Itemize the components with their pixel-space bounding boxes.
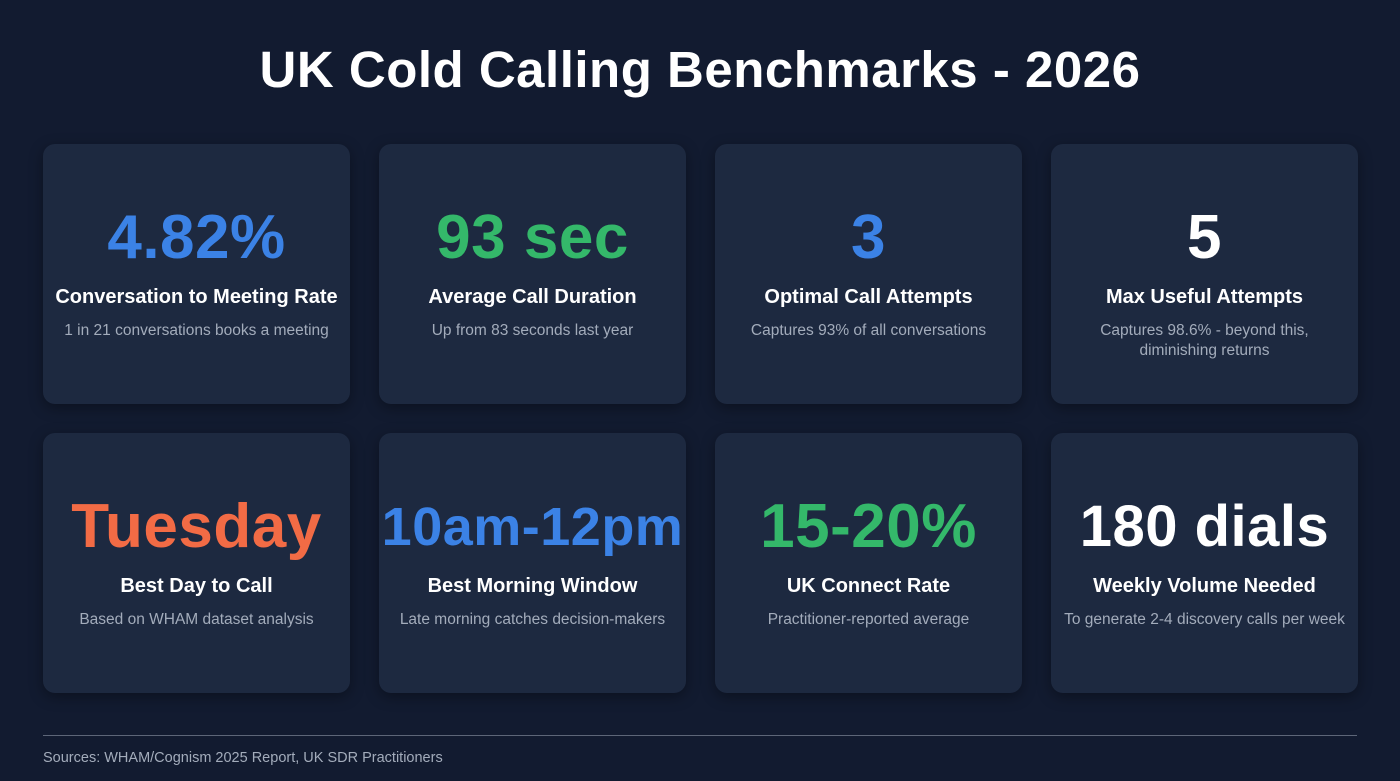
card-description: To generate 2-4 discovery calls per week (1064, 611, 1345, 628)
card-best-day-to-call: Tuesday Best Day to Call Based on WHAM d… (43, 433, 350, 693)
card-value: 93 sec (436, 203, 629, 272)
card-value: 10am-12pm (381, 497, 684, 557)
card-value: 5 (1187, 203, 1222, 272)
page-title: UK Cold Calling Benchmarks - 2026 (259, 41, 1141, 98)
card-value: 4.82% (107, 203, 286, 272)
card-uk-connect-rate: 15-20% UK Connect Rate Practitioner-repo… (715, 433, 1022, 693)
benchmark-grid: 4.82% Conversation to Meeting Rate 1 in … (43, 144, 1358, 693)
card-description: 1 in 21 conversations books a meeting (64, 322, 329, 339)
card-description: Captures 98.6% - beyond this, diminishin… (1100, 322, 1309, 359)
card-optimal-call-attempts: 3 Optimal Call Attempts Captures 93% of … (715, 144, 1022, 404)
card-best-morning-window: 10am-12pm Best Morning Window Late morni… (379, 433, 686, 693)
card-description: Captures 93% of all conversations (750, 322, 987, 339)
card-conversation-to-meeting-rate: 4.82% Conversation to Meeting Rate 1 in … (43, 144, 350, 404)
card-average-call-duration: 93 sec Average Call Duration Up from 83 … (379, 144, 686, 404)
card-label: Average Call Duration (428, 286, 637, 308)
card-label: UK Connect Rate (786, 575, 951, 597)
card-value: 3 (851, 203, 886, 272)
sources-note: Sources: WHAM/Cognism 2025 Report, UK SD… (43, 750, 443, 766)
card-label: Max Useful Attempts (1105, 286, 1304, 308)
card-description: Up from 83 seconds last year (431, 322, 634, 339)
card-label: Best Day to Call (120, 575, 273, 597)
card-label: Weekly Volume Needed (1093, 575, 1316, 597)
card-description: Practitioner-reported average (767, 611, 970, 628)
card-label: Best Morning Window (427, 575, 638, 597)
card-weekly-volume-needed: 180 dials Weekly Volume Needed To genera… (1051, 433, 1358, 693)
card-value: 180 dials (1079, 494, 1330, 559)
card-label: Conversation to Meeting Rate (55, 286, 338, 308)
card-value: 15-20% (760, 492, 977, 561)
card-value: Tuesday (71, 492, 322, 561)
card-max-useful-attempts: 5 Max Useful Attempts Captures 98.6% - b… (1051, 144, 1358, 404)
card-label: Optimal Call Attempts (764, 286, 973, 308)
card-description: Based on WHAM dataset analysis (79, 611, 314, 628)
footer-divider (43, 735, 1357, 736)
card-description: Late morning catches decision-makers (399, 611, 666, 628)
